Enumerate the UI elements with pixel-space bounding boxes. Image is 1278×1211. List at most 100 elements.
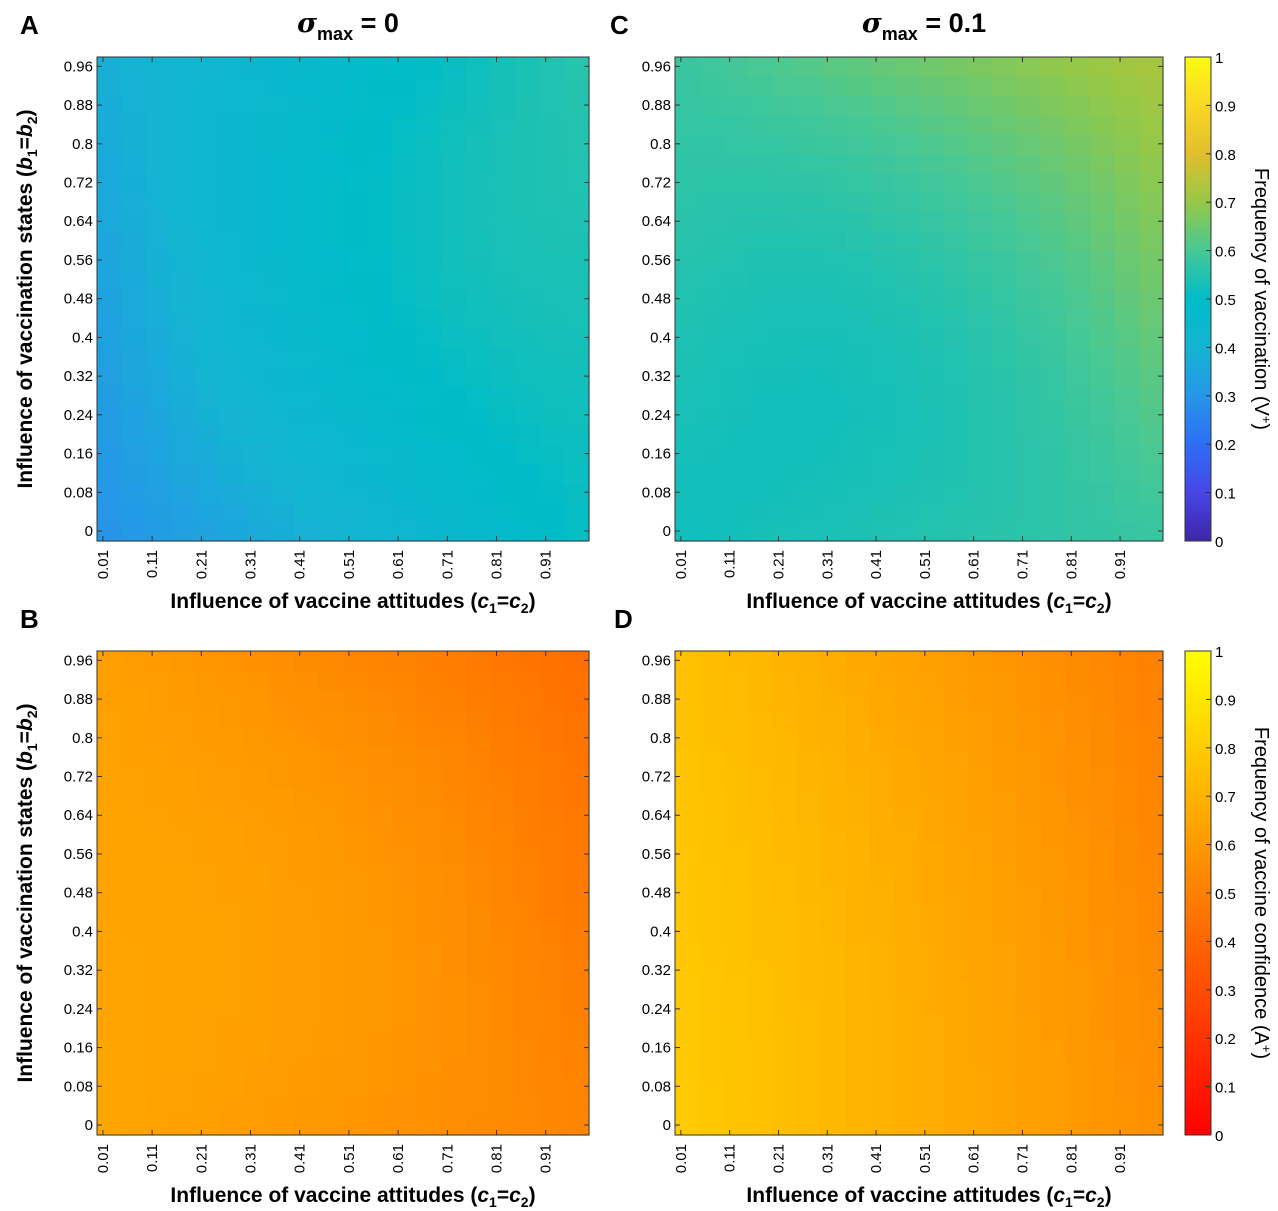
heatmap-cell — [416, 269, 442, 290]
heatmap-cell — [870, 269, 896, 290]
heatmap-cell — [845, 1115, 871, 1136]
heatmap-cell — [318, 689, 344, 710]
heatmap-cell — [170, 1076, 196, 1097]
heatmap-cell — [269, 289, 295, 310]
heatmap-cell — [821, 250, 847, 271]
heatmap-cell — [515, 1096, 541, 1117]
heatmap-cell — [220, 883, 246, 904]
heatmap-cell — [392, 1076, 418, 1097]
heatmap-cell — [441, 95, 467, 116]
heatmap-cell — [1065, 999, 1091, 1020]
heatmap-cell — [170, 844, 196, 865]
heatmap-cell — [772, 444, 798, 465]
heatmap-cell — [943, 482, 969, 503]
heatmap-cell — [699, 424, 725, 445]
heatmap-cell — [1016, 1038, 1042, 1059]
heatmap-cell — [564, 1018, 590, 1039]
heatmap-cell — [1089, 424, 1115, 445]
heatmap-cell — [894, 747, 920, 768]
heatmap-cell — [1114, 95, 1140, 116]
heatmap-cell — [515, 173, 541, 194]
heatmap-cell — [1016, 153, 1042, 174]
heatmap-cell — [97, 134, 123, 155]
heatmap-cell — [675, 192, 700, 213]
heatmap-cell — [441, 192, 467, 213]
heatmap-cell — [564, 767, 590, 788]
heatmap-cell — [269, 444, 295, 465]
heatmap-cell — [894, 192, 920, 213]
heatmap-cell — [244, 728, 270, 749]
heatmap-cell — [170, 463, 196, 484]
heatmap-cell — [1114, 153, 1140, 174]
heatmap-cell — [967, 463, 993, 484]
heatmap-cell — [675, 728, 700, 749]
heatmap-cell — [1016, 651, 1042, 671]
heatmap-cell — [1041, 883, 1066, 904]
heatmap-cell — [1114, 444, 1140, 465]
heatmap-cell — [170, 405, 196, 426]
heatmap-cell — [748, 231, 774, 252]
y-tick-label: 0.96 — [64, 58, 93, 75]
heatmap-cell — [967, 805, 993, 826]
heatmap-cell — [1089, 960, 1115, 981]
heatmap-cell — [967, 192, 993, 213]
heatmap-cell — [1065, 328, 1091, 348]
heatmap-cell — [441, 211, 467, 232]
heatmap-cell — [195, 134, 221, 155]
heatmap-cell — [870, 1018, 896, 1039]
heatmap-cell — [992, 289, 1018, 310]
heatmap-cell — [539, 689, 565, 710]
y-tick-label: 0.72 — [642, 175, 671, 192]
heatmap-cell — [943, 153, 969, 174]
heatmap-cell — [845, 922, 871, 942]
x-ticks: 0.01 0.11 0.21 0.31 0.41 0.51 0.61 0.71 0.81 0.91 — [95, 651, 555, 1173]
heatmap-cell — [992, 308, 1018, 329]
heatmap-cell — [894, 805, 920, 826]
heatmap-cell — [441, 689, 467, 710]
heatmap-cell — [146, 825, 172, 846]
heatmap-cell — [244, 883, 270, 904]
heatmap-cell — [1114, 1057, 1140, 1078]
heatmap-cell — [318, 1115, 344, 1136]
heatmap-cell — [1041, 863, 1066, 884]
heatmap-cell — [894, 521, 920, 542]
heatmap-cell — [269, 76, 295, 97]
heatmap-cell — [797, 1018, 822, 1039]
heatmap-cell — [121, 502, 147, 523]
y-tick-label: 0.8 — [650, 730, 671, 747]
heatmap-cell — [343, 424, 369, 445]
heatmap-cell — [392, 1057, 418, 1078]
heatmap-cell — [821, 709, 847, 730]
heatmap-cell — [1138, 1096, 1164, 1117]
heatmap-cell — [967, 941, 993, 962]
heatmap-cell — [772, 405, 798, 426]
heatmap-cell — [845, 651, 871, 671]
heatmap-cell — [539, 1096, 565, 1117]
heatmap-cell — [416, 250, 442, 271]
heatmap-cell — [343, 1057, 369, 1078]
heatmap-cell — [967, 1018, 993, 1039]
heatmap-cell — [772, 308, 798, 329]
heatmap-cell — [539, 95, 565, 116]
heatmap-cell — [1065, 463, 1091, 484]
heatmap-cell — [195, 1038, 221, 1059]
heatmap-cell — [797, 57, 822, 77]
heatmap-cell — [170, 786, 196, 807]
heatmap-cell — [1138, 980, 1164, 1001]
heatmap-cell — [675, 289, 700, 310]
heatmap-cell — [1089, 269, 1115, 290]
heatmap-cell — [943, 980, 969, 1001]
heatmap-cell — [466, 308, 492, 329]
heatmap-cell — [723, 960, 749, 981]
heatmap-cell — [564, 689, 590, 710]
heatmap-cell — [1065, 1057, 1091, 1078]
heatmap-cell — [220, 153, 246, 174]
heatmap-cell — [269, 941, 295, 962]
heatmap-cell — [1138, 1038, 1164, 1059]
heatmap-cell — [1138, 328, 1164, 348]
heatmap-cell — [1089, 1038, 1115, 1059]
heatmap-cell — [515, 805, 541, 826]
heatmap-cell — [539, 250, 565, 271]
x-tick-label: 0.31 — [243, 1144, 260, 1173]
